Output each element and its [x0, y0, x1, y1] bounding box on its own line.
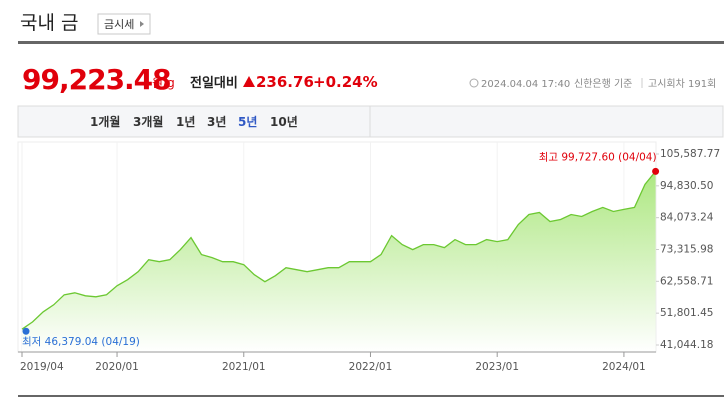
- clock-icon: [469, 78, 479, 88]
- period-tab[interactable]: 3개월: [133, 114, 163, 129]
- line: [21, 170, 657, 330]
- y-tick-label: 41,044.18: [660, 339, 713, 351]
- period-tab[interactable]: 1개월: [90, 114, 120, 129]
- basis: 신한은행 기준: [574, 78, 632, 90]
- y-tick-label: 51,801.45: [660, 307, 713, 319]
- y-tick-label: 105,587.77: [660, 148, 720, 160]
- change: 236.76: [256, 73, 314, 91]
- title: 국내 금: [20, 12, 78, 34]
- up-triangle: [243, 76, 255, 87]
- period-tab[interactable]: 5년: [238, 115, 257, 129]
- price: 99,223.48: [22, 63, 171, 96]
- max-label: 최고 99,727.60 (04/04): [539, 151, 657, 163]
- period-tab[interactable]: 1년: [176, 115, 195, 129]
- notice-round: 고시회차 191회: [648, 78, 716, 90]
- y-tick-label: 84,073.24: [660, 212, 714, 224]
- y-tick-label: 94,830.50: [660, 180, 713, 192]
- timestamp: 2024.04.04 17:40: [481, 79, 570, 90]
- x-tick-label: 2021/01: [222, 361, 266, 373]
- price-unit: 원/g: [152, 76, 175, 90]
- max-point: [652, 167, 660, 175]
- footer-rule: [18, 395, 724, 397]
- button-label[interactable]: 금시세: [104, 18, 134, 31]
- gold-price-button[interactable]: 금시세: [97, 13, 151, 35]
- button-arrow[interactable]: [140, 21, 144, 27]
- period-tab[interactable]: 10년: [270, 115, 298, 129]
- button-frame[interactable]: [97, 13, 151, 35]
- x-tick-label: 2023/01: [475, 361, 519, 373]
- x-tick-label: 2024/01: [602, 361, 646, 373]
- x-tick-label: 2020/01: [95, 361, 139, 373]
- x-tick-label: 2019/04: [20, 361, 64, 373]
- x-tick-label: 2022/01: [349, 361, 393, 373]
- period-tab[interactable]: 3년: [207, 115, 226, 129]
- change-percent: +0.24%: [313, 73, 378, 91]
- min-point: [22, 327, 30, 335]
- min-label: 최저 46,379.04 (04/19): [22, 336, 140, 348]
- y-tick-label: 73,315.98: [660, 243, 713, 255]
- y-tick-label: 62,558.71: [660, 275, 713, 287]
- change-label: 전일대비: [190, 75, 238, 91]
- area: [22, 171, 656, 352]
- header-rule: [18, 41, 724, 44]
